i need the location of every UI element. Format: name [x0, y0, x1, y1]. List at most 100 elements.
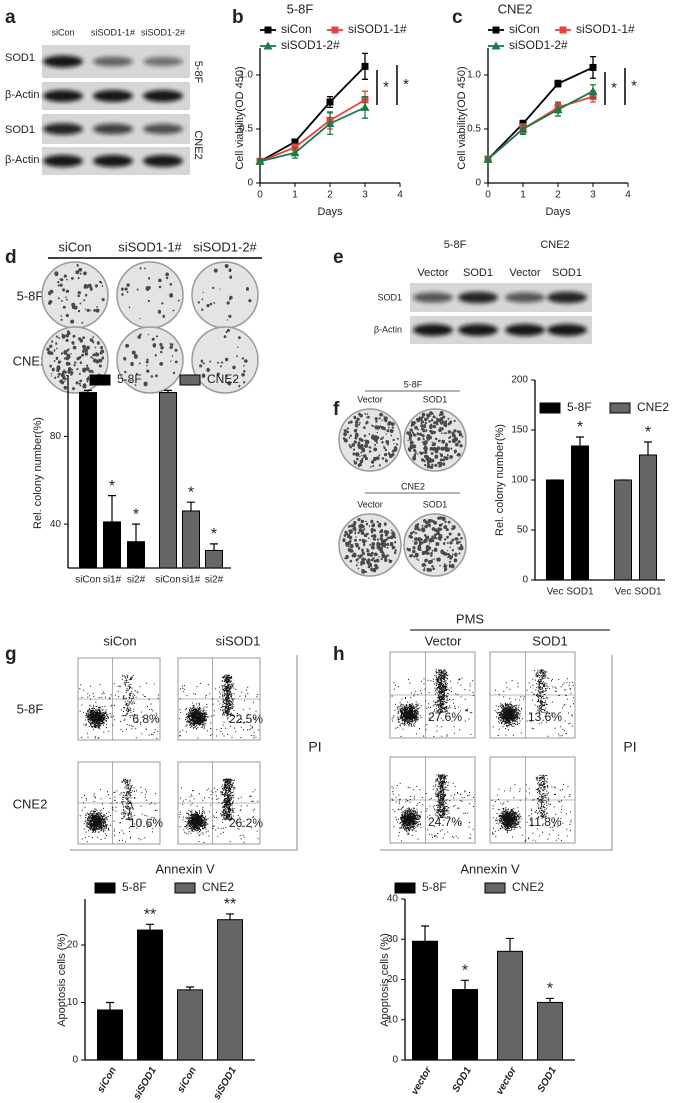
y-tick-label: 20	[67, 940, 79, 951]
legend-label: 5-8F	[567, 400, 592, 414]
legend-marker	[559, 26, 567, 34]
panel-label: c	[452, 7, 463, 28]
y-axis-label: Apoptosis cells (%)	[56, 933, 68, 1027]
x-tick-label: vector	[494, 1064, 519, 1096]
y-tick-label: 30	[387, 934, 399, 945]
marker	[554, 80, 562, 88]
axis-label: Annexin V	[460, 861, 520, 876]
y-tick-label: 0	[72, 1055, 78, 1066]
y-axis-label: Cell viability(OD 450)	[456, 66, 468, 169]
gate-percentage: 24.7%	[428, 815, 462, 829]
blot-band	[505, 292, 545, 303]
blot-band	[413, 324, 453, 336]
blot-band	[547, 291, 587, 304]
legend-marker	[263, 41, 273, 50]
bar	[159, 392, 177, 569]
legend-swatch	[609, 402, 631, 414]
gate-percentage: 10.6%	[129, 816, 163, 830]
flow-events	[391, 774, 474, 842]
marker	[589, 63, 597, 71]
marker	[255, 156, 265, 165]
bar	[546, 479, 564, 581]
x-tick-label: si1#	[182, 575, 201, 586]
dish	[191, 261, 259, 329]
significance-star: *	[631, 77, 637, 94]
colonies	[342, 412, 399, 468]
y-tick-label: 80	[50, 431, 62, 442]
dish	[41, 261, 109, 329]
error-bar	[146, 923, 154, 931]
marker	[325, 119, 335, 128]
legend-label: siSOD1-2#	[509, 38, 568, 52]
error-bar	[210, 543, 218, 551]
blot-band	[93, 90, 133, 102]
legend-swatch	[484, 882, 506, 894]
flow-events	[179, 778, 259, 843]
column-label: SOD1	[423, 394, 448, 404]
x-tick-label: 3	[590, 190, 596, 201]
bar	[614, 479, 632, 581]
legend-swatch	[89, 374, 111, 386]
significance-star: *	[462, 963, 468, 980]
marker	[360, 102, 370, 111]
flow-events	[79, 674, 159, 739]
legend-label: siCon	[281, 22, 312, 36]
lane-label: SOD1	[463, 267, 493, 279]
series-line	[487, 95, 594, 160]
x-tick-label: 1	[520, 190, 526, 201]
x-tick-label: Vec	[615, 587, 632, 598]
row-label: SOD1	[5, 52, 35, 64]
axis-label: PI	[623, 739, 636, 755]
panel-label: h	[333, 644, 345, 665]
significance-star: **	[224, 896, 236, 913]
marker	[553, 105, 563, 114]
y-tick-label: 40	[50, 519, 62, 530]
y-tick-label: 1.0	[467, 70, 481, 81]
x-tick-label: SOD1	[634, 587, 662, 598]
legend-label: CNE2	[512, 880, 544, 894]
bar	[639, 454, 657, 581]
x-tick-label: Vec	[547, 587, 564, 598]
blot-band	[143, 90, 183, 102]
x-tick-label: siCon	[155, 575, 181, 586]
column-label: Vector	[425, 633, 463, 648]
legend-marker	[331, 26, 339, 34]
chart-title: CNE2	[498, 1, 533, 16]
legend-label: siSOD1-1#	[576, 22, 635, 36]
blot-band	[143, 56, 183, 67]
x-tick-label: si2#	[127, 575, 146, 586]
colonies	[123, 333, 178, 387]
error-bar	[506, 937, 514, 952]
row-label: β-Actin	[5, 154, 39, 166]
bar	[79, 392, 97, 569]
axis-label: PI	[308, 739, 321, 755]
significance-star: *	[611, 79, 617, 96]
legend-swatch	[539, 402, 561, 414]
error-bar	[187, 501, 195, 511]
series-line	[259, 65, 366, 163]
legend-label: 5-8F	[117, 372, 142, 386]
bar	[127, 541, 145, 569]
flow-h: PMS Vector SOD1 27.6% 13.6% 24.7% 11.8% PI Annex…	[380, 611, 637, 876]
significance-star: *	[133, 506, 139, 523]
x-tick-label: 2	[327, 190, 333, 201]
axis-bracket	[380, 655, 613, 851]
y-tick-label: 50	[517, 525, 529, 536]
legend-label: siSOD1-2#	[281, 38, 340, 52]
y-tick-label: 0	[392, 1055, 398, 1066]
legend-marker	[492, 26, 500, 34]
panel-label: d	[5, 247, 17, 268]
legend-label: siCon	[509, 22, 540, 36]
x-tick-label: si1#	[103, 575, 122, 586]
legend-label: 5-8F	[422, 880, 447, 894]
x-tick-label: SOD1	[536, 1065, 559, 1094]
error-bar	[421, 925, 429, 942]
x-axis-label: Days	[317, 206, 343, 218]
legend-label: CNE2	[637, 400, 669, 414]
colony-f: 5-8F Vector SOD1 CNE2 Vector SOD1	[338, 379, 467, 577]
column-label: SOD1	[532, 633, 567, 648]
bar	[205, 549, 223, 569]
significance-star: *	[109, 478, 115, 495]
series-line	[259, 106, 366, 163]
